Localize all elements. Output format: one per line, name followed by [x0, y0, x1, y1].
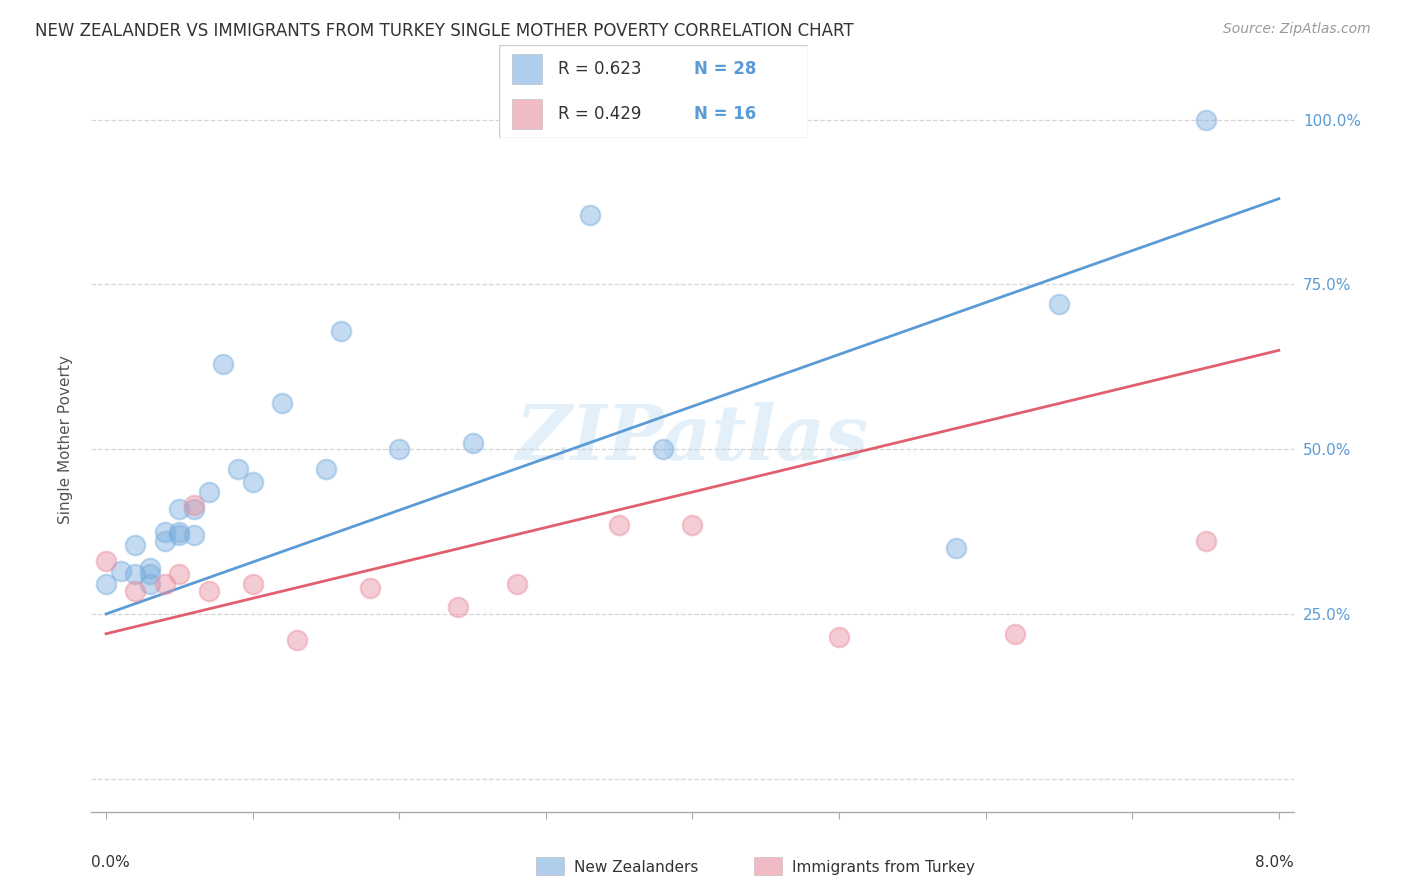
Point: [183, 528, 205, 542]
Point: [1004, 626, 1026, 640]
Point: [579, 208, 602, 222]
Text: R = 0.429: R = 0.429: [558, 105, 641, 123]
Point: [183, 501, 205, 516]
Text: ZIPatlas: ZIPatlas: [516, 402, 869, 476]
Point: [169, 524, 191, 539]
Point: [197, 583, 219, 598]
Text: Immigrants from Turkey: Immigrants from Turkey: [792, 860, 974, 874]
Point: [329, 324, 352, 338]
Text: Source: ZipAtlas.com: Source: ZipAtlas.com: [1223, 22, 1371, 37]
Point: [197, 485, 219, 500]
Point: [242, 577, 264, 591]
FancyBboxPatch shape: [499, 45, 808, 138]
Point: [505, 577, 527, 591]
Point: [139, 561, 162, 575]
Bar: [512, 54, 543, 84]
Point: [681, 518, 703, 533]
Point: [945, 541, 967, 555]
Point: [139, 567, 162, 582]
Point: [153, 524, 176, 539]
Point: [271, 396, 294, 410]
Text: 8.0%: 8.0%: [1254, 855, 1294, 870]
Point: [169, 501, 191, 516]
Text: N = 16: N = 16: [695, 105, 756, 123]
Point: [153, 577, 176, 591]
Point: [169, 567, 191, 582]
Y-axis label: Single Mother Poverty: Single Mother Poverty: [58, 355, 73, 524]
Point: [139, 577, 162, 591]
Text: NEW ZEALANDER VS IMMIGRANTS FROM TURKEY SINGLE MOTHER POVERTY CORRELATION CHART: NEW ZEALANDER VS IMMIGRANTS FROM TURKEY …: [35, 22, 853, 40]
Point: [226, 462, 249, 476]
Point: [169, 528, 191, 542]
Point: [183, 498, 205, 512]
Point: [447, 600, 470, 615]
Text: 0.0%: 0.0%: [91, 855, 131, 870]
Point: [124, 567, 146, 582]
Point: [242, 475, 264, 490]
Point: [110, 564, 132, 578]
Point: [315, 462, 337, 476]
Point: [828, 630, 851, 644]
Text: N = 28: N = 28: [695, 60, 756, 78]
Point: [388, 442, 411, 457]
Point: [1047, 297, 1070, 311]
Point: [652, 442, 675, 457]
Point: [94, 554, 117, 568]
Text: New Zealanders: New Zealanders: [574, 860, 697, 874]
Bar: [512, 99, 543, 129]
Point: [285, 633, 308, 648]
Point: [461, 435, 484, 450]
Text: R = 0.623: R = 0.623: [558, 60, 641, 78]
Point: [94, 577, 117, 591]
Point: [153, 534, 176, 549]
Point: [359, 581, 381, 595]
Point: [124, 583, 146, 598]
Point: [607, 518, 630, 533]
Point: [124, 538, 146, 552]
Point: [1194, 112, 1216, 127]
Point: [212, 357, 235, 371]
Point: [1194, 534, 1216, 549]
